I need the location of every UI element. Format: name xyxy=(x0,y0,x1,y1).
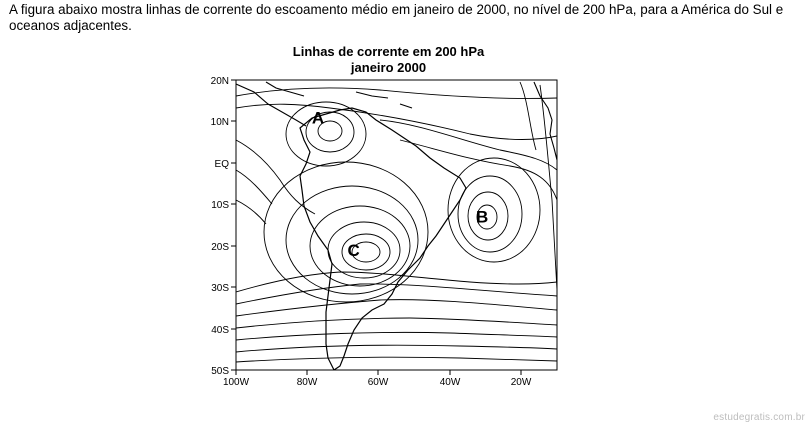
lat-label: 20S xyxy=(211,242,229,253)
lat-label: 30S xyxy=(211,283,229,294)
lat-label: 10S xyxy=(211,200,229,211)
center-label-b: B xyxy=(476,208,488,227)
south-america-coastline xyxy=(299,107,467,370)
center-label-c: C xyxy=(348,241,360,260)
circulation-centers: A B C xyxy=(312,108,488,260)
streamlines xyxy=(236,81,557,363)
lat-label: 50S xyxy=(211,366,229,377)
watermark: estudegratis.com.br xyxy=(713,412,805,423)
longitude-axis: 100W 80W 60W 40W 20W xyxy=(223,370,532,388)
central-america-coastline xyxy=(236,81,413,127)
lon-label: 40W xyxy=(440,377,461,388)
lat-label: 20N xyxy=(211,76,229,87)
map-frame xyxy=(235,79,558,371)
lon-label: 80W xyxy=(297,377,318,388)
center-label-a: A xyxy=(312,108,324,127)
lat-label: EQ xyxy=(215,159,230,170)
africa-coastline xyxy=(533,81,557,161)
lon-label: 20W xyxy=(511,377,532,388)
intro-paragraph: A figura abaixo mostra linhas de corrent… xyxy=(9,2,784,33)
figure-subtitle: janeiro 2000 xyxy=(350,60,427,75)
latitude-axis: 20N 10N EQ 10S 20S 30S 40S 50S xyxy=(211,76,236,377)
lon-label: 60W xyxy=(368,377,389,388)
lon-label: 100W xyxy=(223,377,250,388)
lat-label: 40S xyxy=(211,325,229,336)
figure-title: Linhas de corrente em 200 hPa xyxy=(292,44,485,59)
lat-label: 10N xyxy=(211,117,229,128)
